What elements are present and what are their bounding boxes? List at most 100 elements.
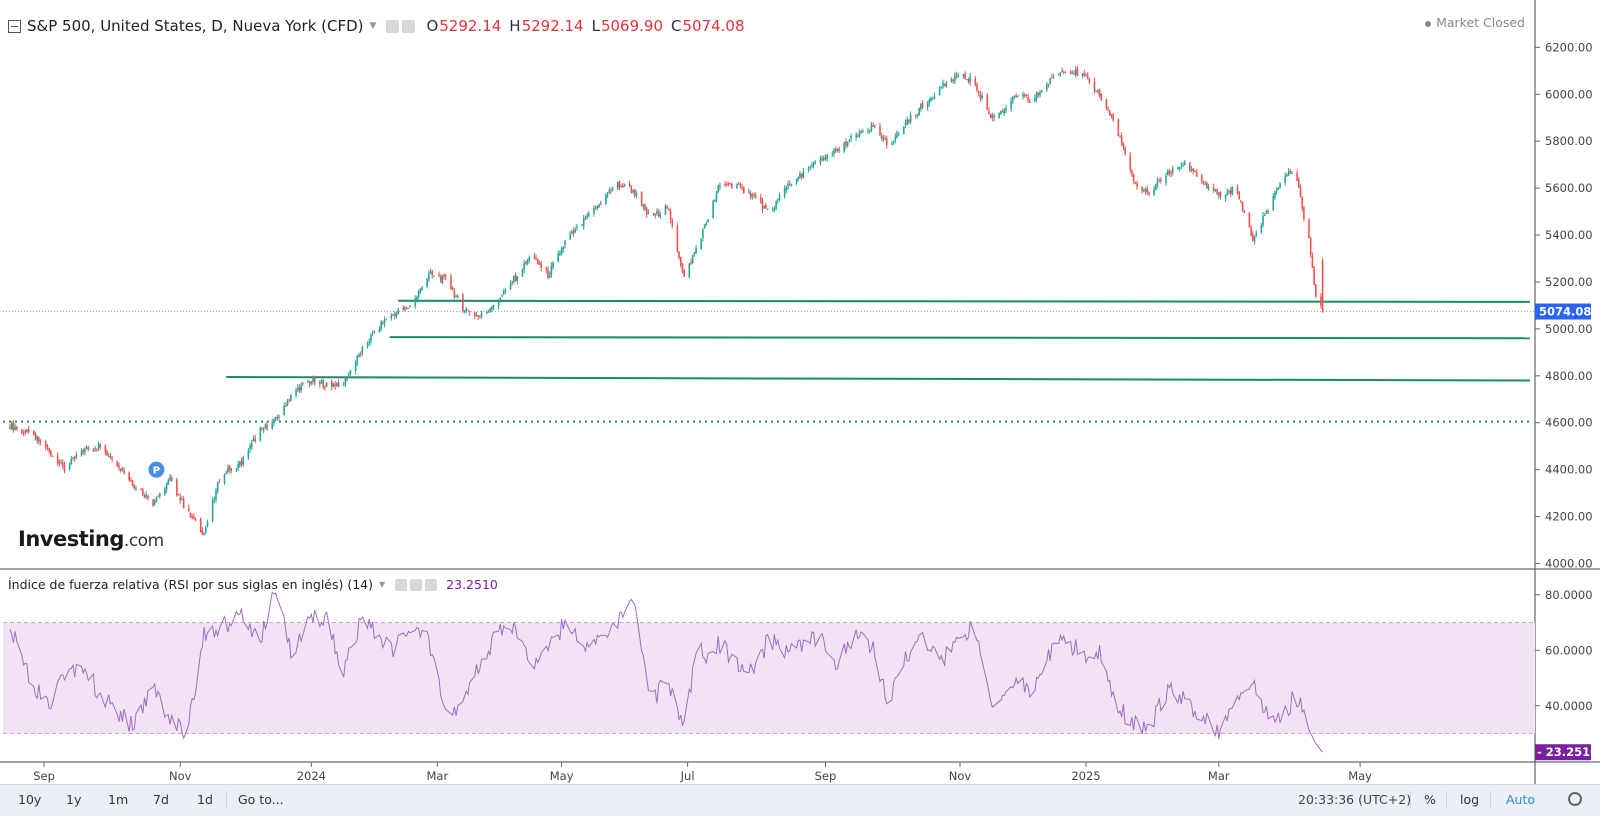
candle-body bbox=[230, 468, 233, 471]
candle-body bbox=[349, 370, 352, 374]
candle-body bbox=[1153, 189, 1155, 195]
gear-icon[interactable] bbox=[402, 19, 416, 33]
candle-body bbox=[135, 489, 137, 491]
candle-body bbox=[1013, 95, 1016, 97]
rsi-tick-label: 60.0000 bbox=[1545, 643, 1593, 657]
candle-body bbox=[1190, 168, 1193, 171]
candle-body bbox=[390, 314, 393, 319]
candle-body bbox=[550, 265, 553, 275]
toolbar-divider bbox=[1446, 791, 1447, 809]
auto-scale-toggle[interactable]: Auto bbox=[1506, 792, 1536, 807]
candle-body bbox=[620, 185, 622, 187]
candle-body bbox=[9, 426, 11, 429]
candle-body bbox=[1085, 74, 1087, 76]
time-tick-label: May bbox=[550, 769, 574, 783]
candle-body bbox=[438, 274, 440, 277]
candle-body bbox=[404, 306, 406, 311]
candle-body bbox=[1165, 175, 1167, 183]
candle-body bbox=[266, 424, 268, 430]
candle-body bbox=[395, 312, 398, 316]
close-label: C bbox=[670, 17, 682, 35]
candle-body bbox=[1107, 108, 1109, 110]
candle-body bbox=[313, 377, 316, 383]
candle-body bbox=[703, 224, 706, 229]
candle-body bbox=[809, 166, 811, 168]
candle-body bbox=[152, 499, 154, 506]
candle-body bbox=[182, 498, 185, 509]
candle-body bbox=[1313, 266, 1315, 285]
candle-body bbox=[1141, 186, 1143, 191]
toolbar-divider bbox=[1490, 791, 1491, 809]
candle-body bbox=[715, 192, 718, 200]
candle-body bbox=[1195, 171, 1198, 177]
rsi-title[interactable]: Índice de fuerza relativa (RSI por sus s… bbox=[8, 577, 374, 592]
candle-body bbox=[513, 276, 515, 283]
candle-body bbox=[1277, 188, 1280, 190]
percent-toggle[interactable]: % bbox=[1424, 792, 1436, 807]
range-1m-button[interactable]: 1m bbox=[108, 792, 129, 807]
candle-body bbox=[34, 433, 37, 440]
candle-body bbox=[942, 82, 944, 88]
investing-logo: Investing.com bbox=[18, 527, 164, 551]
gear-icon[interactable] bbox=[410, 578, 423, 591]
candle-body bbox=[547, 269, 549, 278]
chart-canvas[interactable]: 4000.00 4200.00 4400.00 4600.00 4800.00 5000.… bbox=[0, 0, 1600, 784]
symbol-title[interactable]: S&P 500, United States, D, Nueva York (C… bbox=[27, 17, 364, 35]
candle-body bbox=[213, 499, 216, 501]
candle-body bbox=[879, 126, 881, 136]
candle-body bbox=[1214, 189, 1217, 191]
candle-body bbox=[967, 79, 970, 82]
candle-body bbox=[1260, 225, 1263, 233]
candle-body bbox=[261, 428, 263, 430]
candle-body bbox=[157, 496, 159, 498]
candle-body bbox=[908, 119, 910, 123]
chevron-down-icon[interactable]: ▼ bbox=[369, 21, 377, 31]
eye-icon[interactable] bbox=[395, 578, 408, 591]
candle-body bbox=[167, 479, 170, 485]
close-icon[interactable] bbox=[425, 578, 438, 591]
candle-body bbox=[635, 193, 638, 196]
candle-body bbox=[765, 204, 767, 209]
price-tick-label: 4400.00 bbox=[1545, 463, 1593, 477]
candle-body bbox=[700, 239, 703, 250]
candle-body bbox=[286, 400, 289, 407]
candle-body bbox=[443, 274, 445, 276]
goto-button[interactable]: Go to... bbox=[238, 792, 284, 807]
candle-body bbox=[237, 464, 239, 469]
candle-body bbox=[1170, 172, 1172, 174]
range-10y-button[interactable]: 10y bbox=[18, 792, 42, 807]
candle-body bbox=[414, 298, 416, 307]
candle-body bbox=[46, 445, 49, 448]
candle-body bbox=[1156, 180, 1159, 186]
candle-body bbox=[1059, 72, 1062, 74]
candle-body bbox=[82, 450, 85, 453]
candle-body bbox=[748, 191, 750, 193]
range-1d-button[interactable]: 1d bbox=[197, 792, 213, 807]
log-toggle[interactable]: log bbox=[1460, 792, 1480, 807]
range-7d-button[interactable]: 7d bbox=[153, 792, 169, 807]
candle-body bbox=[1071, 72, 1074, 74]
candle-body bbox=[254, 437, 256, 442]
candle-body bbox=[729, 182, 731, 185]
candle-body bbox=[106, 451, 108, 456]
candle-body bbox=[955, 74, 958, 77]
candle-body bbox=[33, 430, 35, 436]
candle-body bbox=[1279, 183, 1281, 189]
candle-body bbox=[778, 195, 781, 200]
candle-body bbox=[981, 95, 983, 99]
candle-body bbox=[1025, 94, 1028, 96]
chevron-down-icon[interactable]: ▼ bbox=[379, 580, 386, 589]
settings-gear-icon[interactable] bbox=[1568, 792, 1582, 806]
candle-body bbox=[383, 320, 386, 324]
candle-body bbox=[775, 201, 777, 209]
candle-body bbox=[1158, 179, 1160, 181]
candle-body bbox=[1168, 170, 1171, 174]
candle-body bbox=[938, 88, 941, 96]
candle-body bbox=[574, 228, 577, 232]
candle-body bbox=[950, 78, 953, 82]
range-1y-button[interactable]: 1y bbox=[66, 792, 82, 807]
candle-body bbox=[1217, 192, 1220, 196]
collapse-icon[interactable] bbox=[8, 19, 21, 33]
candle-body bbox=[312, 377, 314, 383]
eye-icon[interactable] bbox=[386, 19, 400, 33]
